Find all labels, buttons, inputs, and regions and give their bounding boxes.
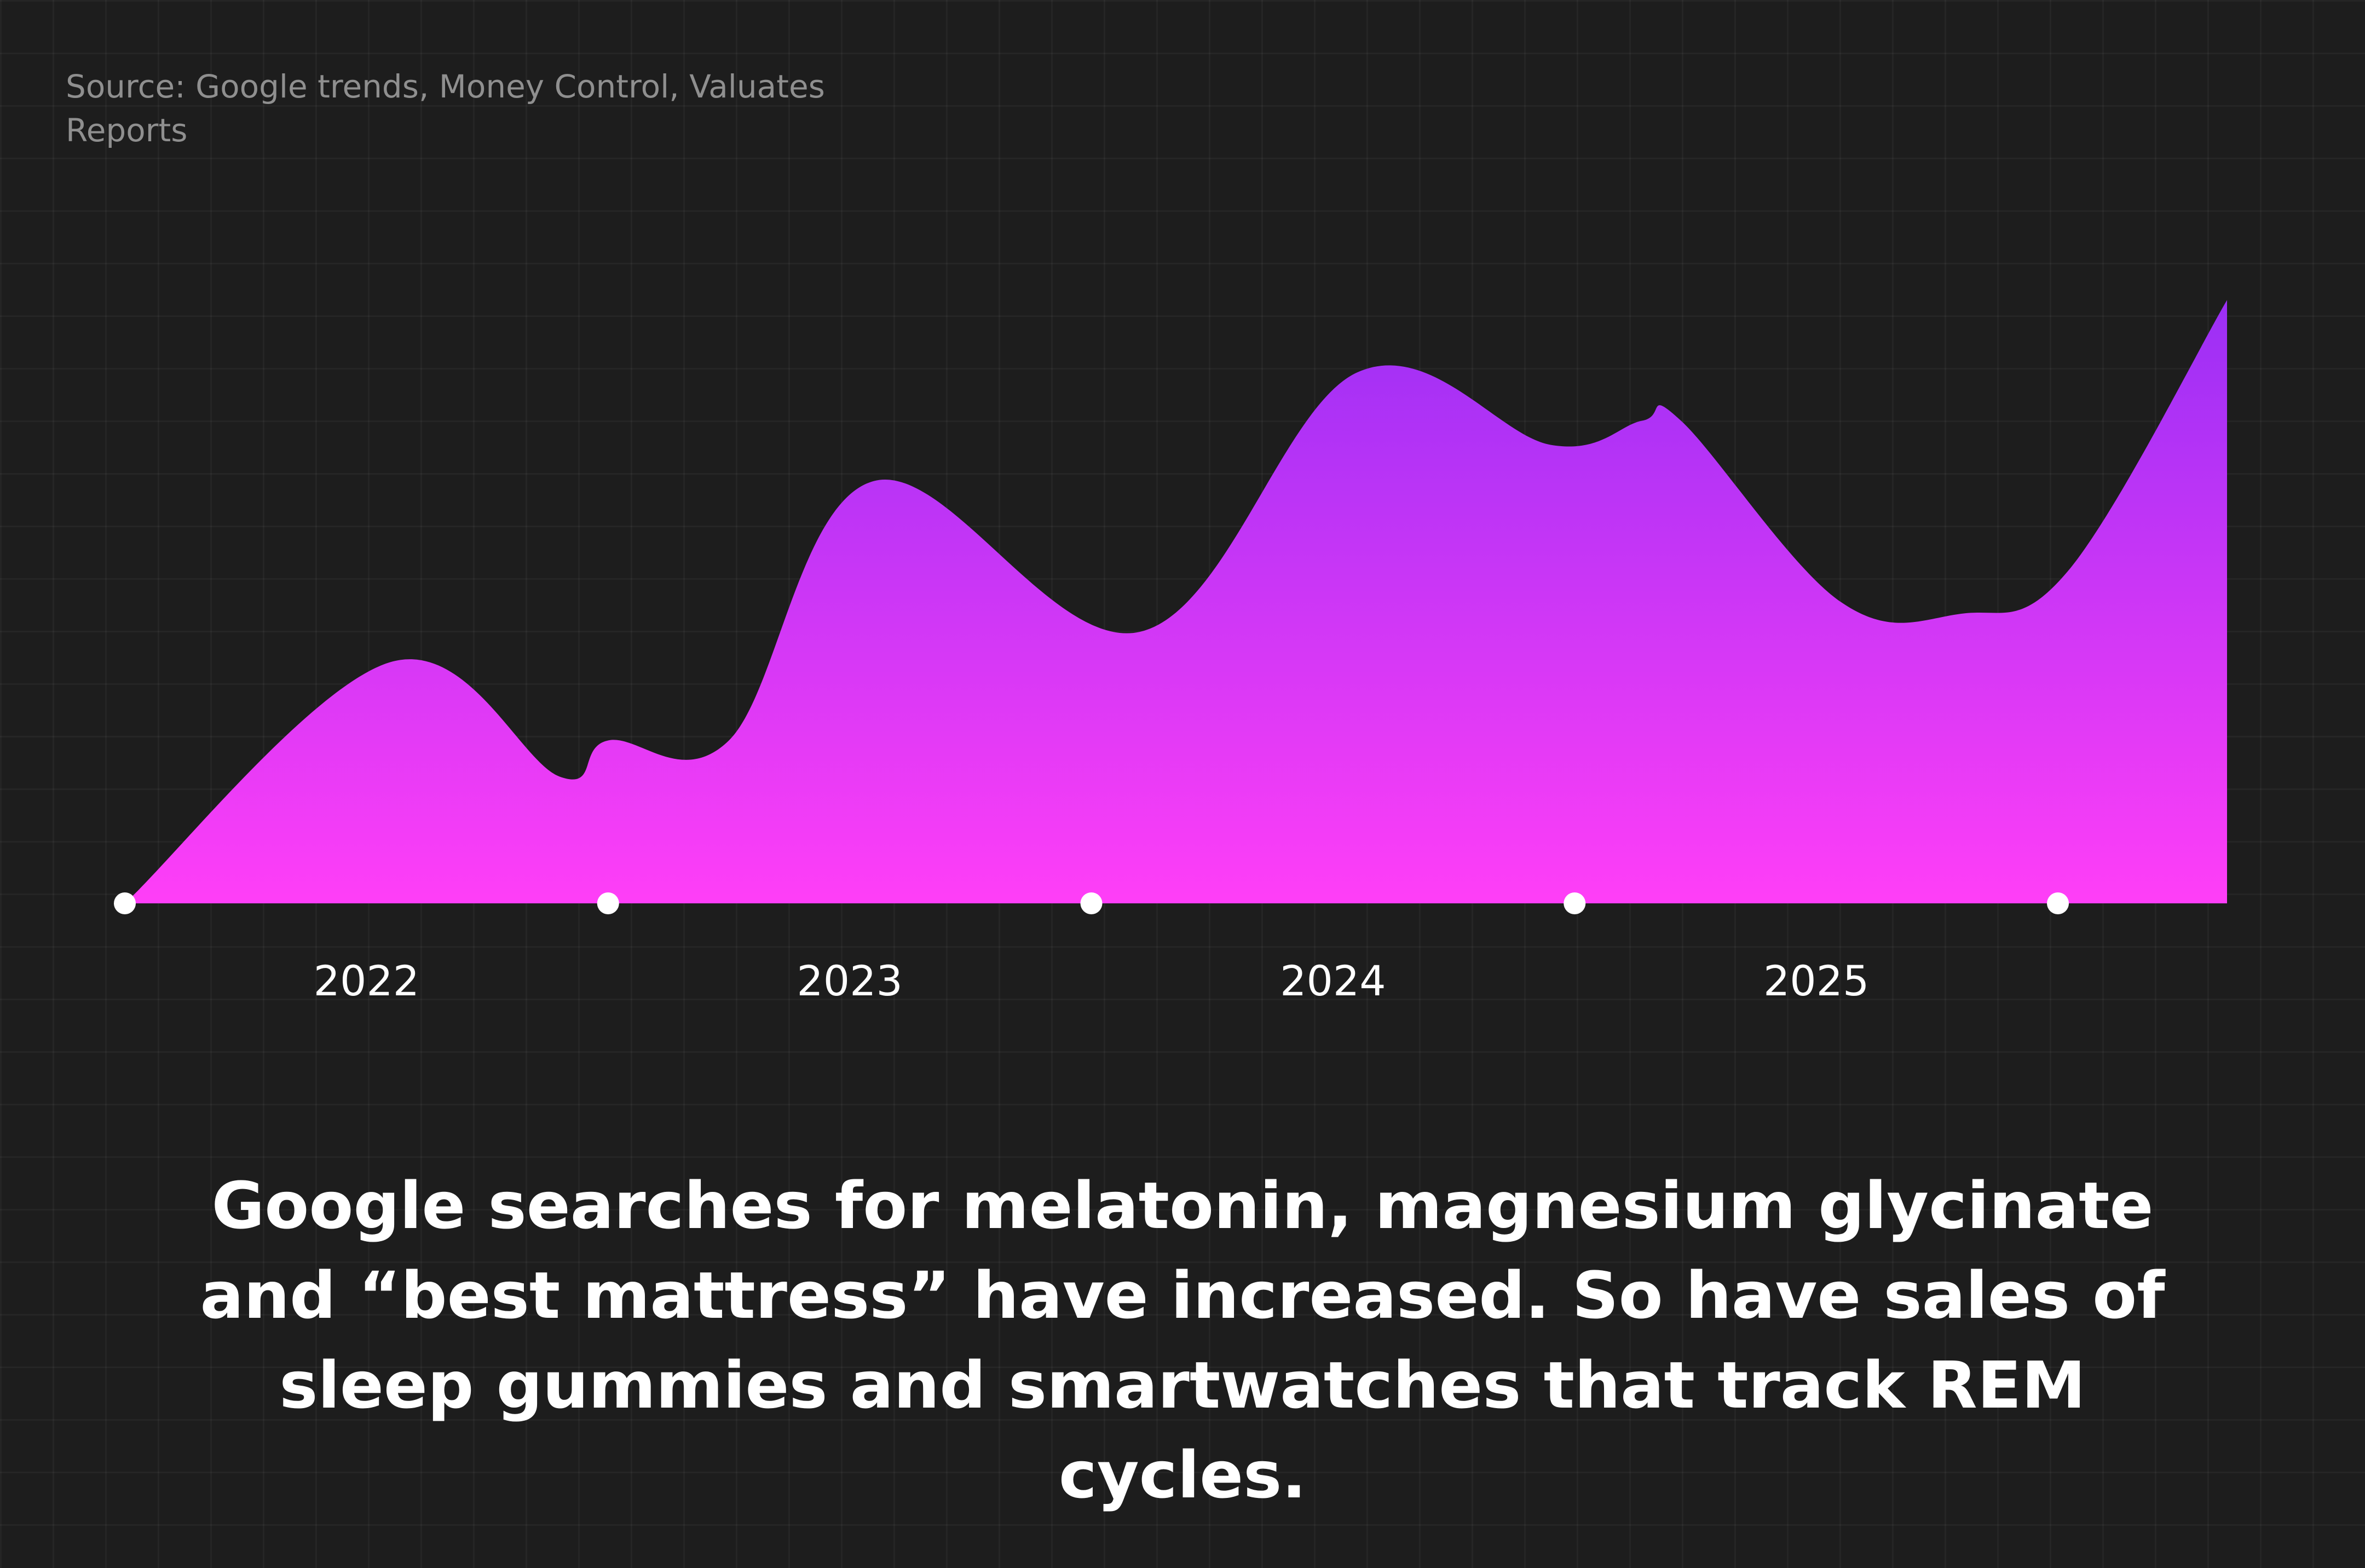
area-chart: 2022 2023 2024 2025 bbox=[114, 300, 2227, 1005]
x-tick-label: 2024 bbox=[1280, 956, 1386, 1005]
year-boundary-marker bbox=[1564, 892, 1586, 914]
x-tick-label: 2022 bbox=[314, 956, 419, 1005]
x-tick-label: 2023 bbox=[797, 956, 902, 1005]
search-trend-area bbox=[125, 300, 2227, 903]
source-note: Source: Google trends, Money Control, Va… bbox=[66, 68, 825, 149]
year-boundary-marker bbox=[597, 892, 619, 914]
caption-text: Google searches for melatonin, magnesium… bbox=[200, 1168, 2165, 1513]
year-boundary-marker bbox=[2047, 892, 2069, 914]
x-tick-label: 2025 bbox=[1763, 956, 1869, 1005]
year-boundary-marker bbox=[1080, 892, 1103, 914]
year-boundary-marker bbox=[114, 892, 136, 914]
